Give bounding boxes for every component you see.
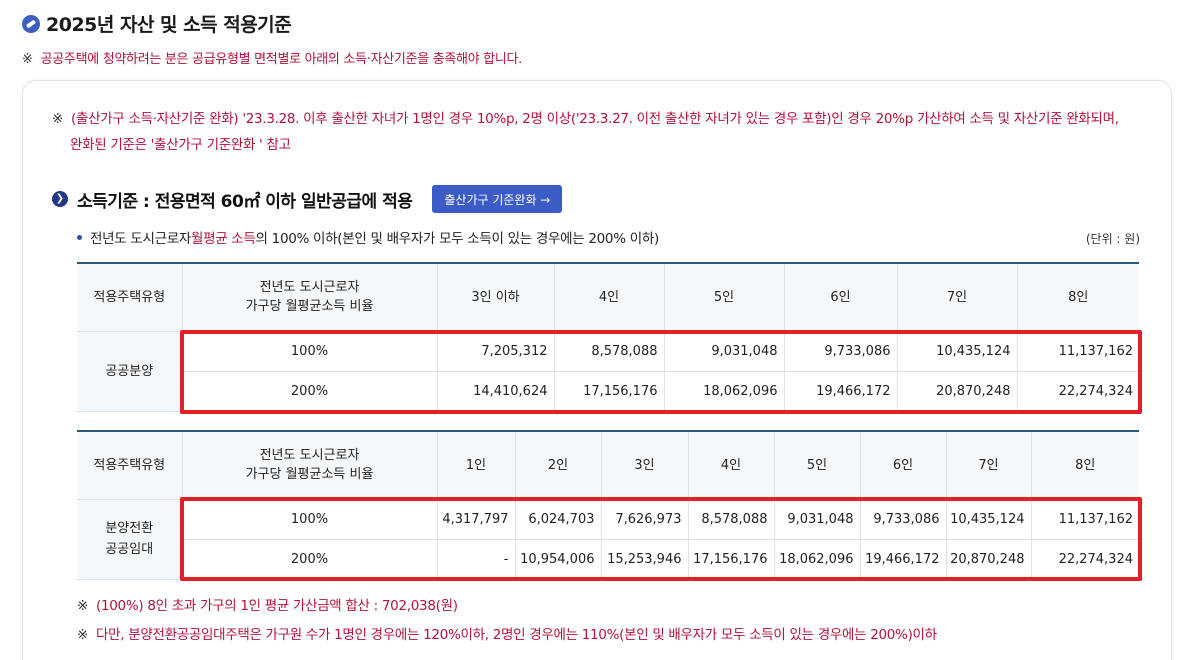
link-circle-icon — [22, 14, 40, 33]
header-cell: 적용주택유형 — [77, 430, 183, 500]
value-cell: 22,274,324 — [1016, 370, 1139, 412]
header-note: ※ 공공주택에 청약하려는 분은 공급유형별 면적별로 아래의 소득·자산기준을 … — [22, 48, 522, 67]
table-row: 200% - 10,954,006 15,253,946 17,156,176 … — [77, 538, 1139, 580]
header-cell: 1인 — [436, 430, 516, 500]
table-row: 분양전환 공공임대 100% 4,317,797 6,024,703 7,626,… — [77, 498, 1139, 580]
footnote: ※ 다만, 분양전환공공임대주택은 가구원 수가 1명인 경우에는 120%이하,… — [77, 623, 937, 643]
table-header-row: 적용주택유형 전년도 도시근로자 가구당 월평균소득 비율 1인 2인 3인 4인… — [77, 430, 1139, 500]
value-cell: 19,466,172 — [783, 370, 898, 412]
value-cell: 20,870,248 — [896, 370, 1018, 412]
ratio-cell: 200% — [182, 538, 438, 580]
birth-relief-button[interactable]: 출산가구 기준완화 → — [432, 185, 563, 213]
value-cell: 20,870,248 — [945, 538, 1032, 580]
header-cell: 5인 — [663, 262, 785, 332]
value-cell: 8,578,088 — [553, 330, 665, 372]
value-cell: 18,062,096 — [663, 370, 785, 412]
public-sale-income-table: 적용주택유형 전년도 도시근로자 가구당 월평균소득 비율 3인 이하 4인 5인… — [77, 262, 1139, 412]
value-cell: 19,466,172 — [859, 538, 947, 580]
ratio-cell: 100% — [181, 498, 438, 540]
value-cell: 15,253,946 — [600, 538, 689, 580]
header-cell: 7인 — [896, 262, 1018, 332]
value-cell: 9,031,048 — [663, 330, 785, 372]
value-cell: 14,410,624 — [436, 370, 555, 412]
header-cell: 6인 — [859, 430, 947, 500]
unit-label: (단위 : 원) — [1085, 232, 1140, 246]
birth-relief-note: ※ (출산가구 소득·자산기준 완화) '23.3.28. 이후 출산한 자녀가 … — [52, 106, 1152, 158]
section-title: 소득기준 : 전용면적 60㎡ 이하 일반공급에 적용 — [77, 191, 413, 212]
value-cell: 11,137,162 — [1030, 498, 1139, 540]
value-cell: 7,626,973 — [600, 498, 689, 540]
header-cell: 8인 — [1016, 262, 1139, 332]
footnote-text: 다만, 분양전환공공임대주택은 가구원 수가 1명인 경우에는 120%이하, … — [96, 627, 937, 643]
rental-conversion-income-table: 적용주택유형 전년도 도시근로자 가구당 월평균소득 비율 1인 2인 3인 4인… — [77, 430, 1139, 580]
reference-mark: ※ — [52, 111, 64, 127]
table-row: 공공분양 100% 7,205,312 8,578,088 9,031,048 … — [77, 330, 1139, 412]
header-cell: 7인 — [945, 430, 1032, 500]
footnote: ※ (100%) 8인 초과 가구의 1인 평균 가산금액 합산 : 702,03… — [77, 594, 458, 614]
relief-note-line1: (출산가구 소득·자산기준 완화) '23.3.28. 이후 출산한 자녀가 1… — [71, 111, 1119, 127]
value-cell: - — [436, 538, 516, 580]
header-cell: 3인 이하 — [436, 262, 555, 332]
bullet-highlight: 월평균 소득 — [190, 231, 256, 247]
header-cell: 4인 — [553, 262, 665, 332]
ratio-cell: 200% — [182, 370, 438, 412]
value-cell: 9,031,048 — [773, 498, 861, 540]
header-note-text: 공공주택에 청약하려는 분은 공급유형별 면적별로 아래의 소득·자산기준을 충… — [40, 52, 523, 67]
value-cell: 8,578,088 — [687, 498, 775, 540]
header-cell: 전년도 도시근로자 가구당 월평균소득 비율 — [181, 262, 438, 332]
header-cell: 8인 — [1030, 430, 1139, 500]
bullet-icon — [77, 234, 82, 240]
reference-mark: ※ — [77, 598, 89, 614]
header-cell: 적용주택유형 — [77, 262, 183, 332]
header-cell: 3인 — [600, 430, 689, 500]
value-cell: 18,062,096 — [773, 538, 861, 580]
value-cell: 11,137,162 — [1016, 330, 1139, 372]
value-cell: 6,024,703 — [514, 498, 602, 540]
value-cell: 7,205,312 — [436, 330, 555, 372]
value-cell: 10,435,124 — [945, 498, 1032, 540]
value-cell: 10,954,006 — [514, 538, 602, 580]
bullet-prefix: 전년도 도시근로자 — [90, 231, 191, 247]
reference-mark: ※ — [22, 52, 33, 67]
value-cell: 17,156,176 — [553, 370, 665, 412]
header-cell: 2인 — [514, 430, 602, 500]
value-cell: 9,733,086 — [859, 498, 947, 540]
housing-type-cell: 분양전환 공공임대 — [77, 498, 183, 580]
header-cell: 5인 — [773, 430, 861, 500]
bullet-suffix: 의 100% 이하(본인 및 배우자가 모두 소득이 있는 경우에는 200% … — [255, 231, 660, 247]
header-cell: 6인 — [783, 262, 898, 332]
header-cell: 4인 — [687, 430, 775, 500]
value-cell: 10,435,124 — [896, 330, 1018, 372]
page-title: 2025년 자산 및 소득 적용기준 — [22, 10, 292, 37]
housing-type-cell: 공공분양 — [77, 330, 183, 412]
value-cell: 22,274,324 — [1030, 538, 1139, 580]
income-criteria-bullet: 전년도 도시근로자 월평균 소득 의 100% 이하(본인 및 배우자가 모두 소… — [77, 227, 659, 247]
ratio-cell: 100% — [181, 330, 438, 372]
footnote-text: (100%) 8인 초과 가구의 1인 평균 가산금액 합산 : 702,038… — [96, 598, 458, 614]
value-cell: 9,733,086 — [783, 330, 898, 372]
value-cell: 17,156,176 — [687, 538, 775, 580]
table-row: 200% 14,410,624 17,156,176 18,062,096 19… — [77, 370, 1139, 412]
value-cell: 4,317,797 — [436, 498, 516, 540]
header-cell: 전년도 도시근로자 가구당 월평균소득 비율 — [181, 430, 438, 500]
relief-note-line2: 완화된 기준은 '출산가구 기준완화 ' 참고 — [70, 137, 291, 153]
table-header-row: 적용주택유형 전년도 도시근로자 가구당 월평균소득 비율 3인 이하 4인 5인… — [77, 262, 1139, 332]
reference-mark: ※ — [77, 627, 89, 643]
section-header: ❯ 소득기준 : 전용면적 60㎡ 이하 일반공급에 적용 출산가구 기준완화 … — [52, 185, 563, 213]
chevron-right-circle-icon: ❯ — [52, 191, 68, 207]
page-title-text: 2025년 자산 및 소득 적용기준 — [46, 14, 292, 36]
